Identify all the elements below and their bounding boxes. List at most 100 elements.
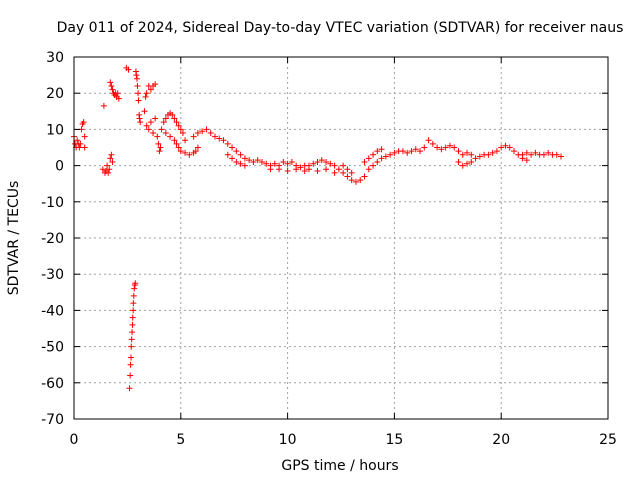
data-point <box>194 130 201 137</box>
data-point <box>404 149 411 156</box>
data-point <box>412 146 419 153</box>
y-tick-label: -70 <box>41 412 64 428</box>
data-point <box>128 336 135 343</box>
data-point <box>134 82 141 89</box>
data-point <box>157 144 164 151</box>
data-point <box>203 126 210 133</box>
data-point <box>131 285 138 292</box>
data-point <box>455 158 462 165</box>
data-point <box>340 162 347 169</box>
data-point <box>314 158 321 165</box>
data-point <box>451 144 458 151</box>
grid-lines <box>74 57 608 419</box>
data-point <box>314 168 321 175</box>
data-point <box>459 151 466 158</box>
data-point <box>74 137 81 144</box>
data-point <box>276 166 283 173</box>
data-point <box>323 166 330 173</box>
data-point <box>323 158 330 165</box>
data-point <box>387 151 394 158</box>
data-point <box>154 133 161 140</box>
data-point <box>143 122 150 129</box>
data-point <box>391 149 398 156</box>
data-point <box>224 140 231 147</box>
data-point <box>150 130 157 137</box>
x-tick-label: 5 <box>176 432 185 448</box>
data-point <box>152 81 159 88</box>
data-point <box>361 158 368 165</box>
data-point <box>175 144 182 151</box>
data-point <box>134 75 141 82</box>
data-point <box>327 160 334 167</box>
data-point <box>130 300 137 307</box>
data-point <box>442 144 449 151</box>
data-point <box>374 148 381 155</box>
data-point <box>438 146 445 153</box>
data-point <box>173 140 180 147</box>
x-axis-ticks: 0 5 10 15 20 25 <box>70 57 617 448</box>
data-point <box>152 115 159 122</box>
data-point <box>127 361 134 368</box>
data-point <box>199 128 206 135</box>
data-point <box>523 149 530 156</box>
data-point <box>241 155 248 162</box>
data-point <box>335 166 342 173</box>
data-point <box>310 160 317 167</box>
data-point <box>382 153 389 160</box>
data-point <box>378 146 385 153</box>
data-point <box>370 162 377 169</box>
data-point <box>190 133 197 140</box>
data-point <box>237 151 244 158</box>
data-point <box>192 148 199 155</box>
x-axis-label: GPS time / hours <box>281 458 398 474</box>
y-tick-label: -30 <box>41 267 64 283</box>
data-point <box>137 119 144 126</box>
data-point <box>468 158 475 165</box>
y-tick-label: 30 <box>46 50 64 66</box>
data-point <box>76 144 83 151</box>
data-point <box>502 142 509 149</box>
data-point <box>105 169 112 176</box>
data-point <box>472 155 479 162</box>
data-point <box>399 148 406 155</box>
data-point <box>254 157 261 164</box>
data-point <box>378 155 385 162</box>
data-point <box>305 166 312 173</box>
data-point <box>155 140 162 147</box>
data-point <box>288 158 295 165</box>
data-point <box>528 151 535 158</box>
data-point <box>171 115 178 122</box>
data-point <box>357 177 364 184</box>
data-point <box>127 372 134 379</box>
data-point <box>280 158 287 165</box>
data-point <box>135 97 142 104</box>
data-point <box>468 151 475 158</box>
data-point <box>241 162 248 169</box>
data-point <box>179 130 186 137</box>
data-point <box>493 148 500 155</box>
data-point <box>331 162 338 169</box>
data-point <box>107 79 114 86</box>
data-point <box>177 148 184 155</box>
data-point <box>182 137 189 144</box>
y-tick-label: 0 <box>55 159 64 175</box>
data-point <box>128 354 135 361</box>
x-tick-label: 20 <box>492 432 510 448</box>
data-point <box>169 111 176 118</box>
data-point <box>141 108 148 115</box>
y-tick-label: 20 <box>46 86 64 102</box>
data-point <box>318 157 325 164</box>
data-point <box>220 137 227 144</box>
data-point <box>229 155 236 162</box>
data-point <box>229 144 236 151</box>
data-point <box>301 168 308 175</box>
data-point <box>147 86 154 93</box>
y-tick-label: 10 <box>46 122 64 138</box>
data-point <box>408 148 415 155</box>
data-point <box>130 292 137 299</box>
data-point <box>476 153 483 160</box>
data-point <box>446 142 453 149</box>
data-point <box>135 90 142 97</box>
